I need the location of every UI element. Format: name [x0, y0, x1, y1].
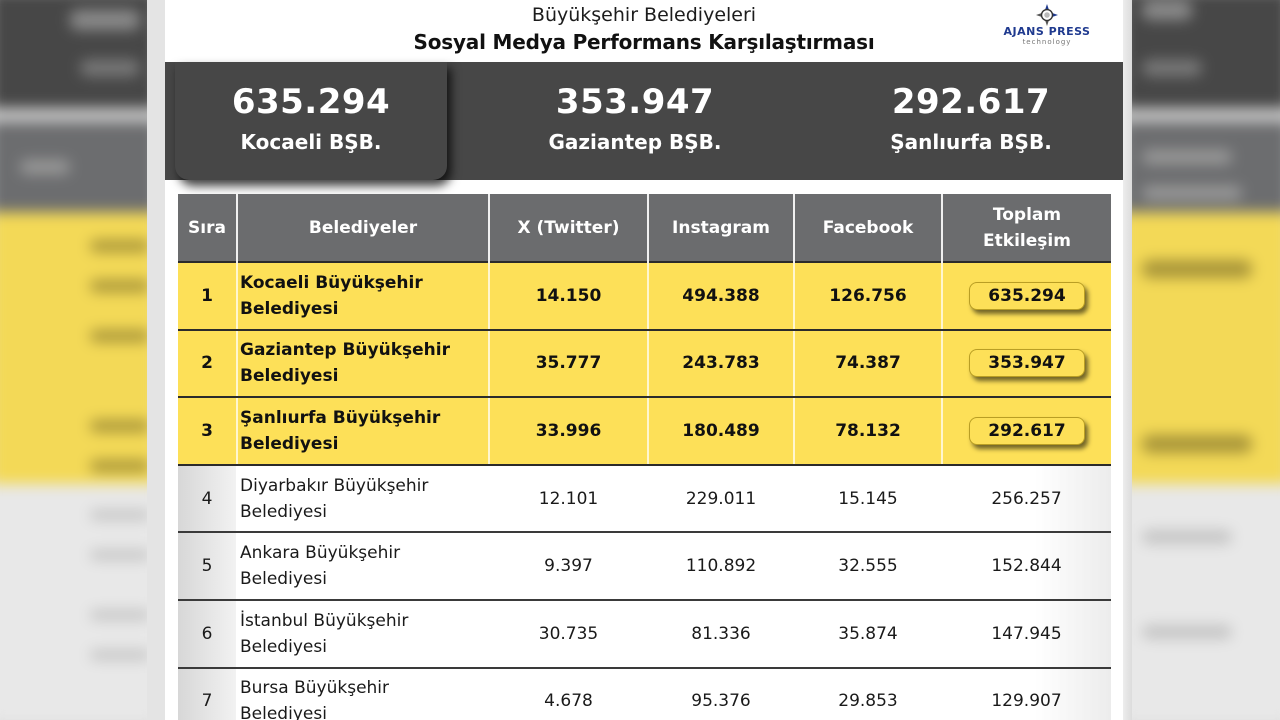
- total-cell: 147.945: [942, 599, 1111, 669]
- highlight-value: 635.294: [231, 82, 391, 122]
- instagram-cell: 95.376: [648, 667, 794, 720]
- column-header-x-twitter: X (Twitter): [489, 194, 649, 262]
- municipality-name-line1: Gaziantep Büyükşehir: [240, 340, 450, 361]
- total-cell: 152.844: [942, 532, 1111, 601]
- x-twitter-cell: 30.735: [489, 599, 648, 669]
- top-three-band: 635.294 Kocaeli BŞB. 353.947 Gaziantep B…: [165, 62, 1123, 180]
- municipality-name-line1: Bursa Büyükşehir: [240, 678, 390, 699]
- x-twitter-cell: 9.397: [489, 532, 648, 601]
- municipality-name-line1: İstanbul Büyükşehir: [240, 610, 409, 631]
- facebook-cell: 15.145: [794, 464, 942, 534]
- municipality-cell: İstanbul Büyükşehir Belediyesi: [237, 599, 489, 669]
- title-line-1: Büyükşehir Belediyeleri: [531, 4, 757, 26]
- infographic-card: Büyükşehir Belediyeleri Sosyal Medya Per…: [165, 0, 1123, 720]
- total-cell: 129.907: [942, 667, 1111, 720]
- highlight-value: 353.947: [555, 82, 715, 122]
- logo-subtitle: technology: [1022, 38, 1072, 46]
- x-twitter-cell: 14.150: [489, 261, 649, 331]
- rank-cell: 6: [178, 599, 238, 669]
- municipality-name-line1: Şanlıurfa Büyükşehir: [240, 407, 441, 428]
- municipality-cell: Bursa Büyükşehir Belediyesi: [237, 667, 489, 720]
- municipality-name-line2: Belediyesi: [240, 501, 327, 522]
- municipality-cell: Şanlıurfa Büyükşehir Belediyesi: [237, 397, 490, 466]
- rank-cell: 7: [178, 667, 238, 720]
- right-margin: [1123, 0, 1132, 720]
- instagram-cell: 81.336: [648, 599, 794, 669]
- column-header-facebook: Facebook: [794, 194, 943, 262]
- logo-name: AJANS PRESS: [1003, 25, 1091, 38]
- municipality-cell: Kocaeli Büyükşehir Belediyesi: [237, 261, 490, 331]
- highlight-value: 292.617: [891, 82, 1051, 122]
- column-header-total: Toplam Etkileşim: [942, 194, 1111, 262]
- left-margin: [147, 0, 165, 720]
- table-row: 5 Ankara Büyükşehir Belediyesi 9.397 110.…: [178, 532, 1111, 601]
- instagram-cell: 243.783: [648, 329, 795, 399]
- column-header-municipality: Belediyeler: [237, 194, 490, 262]
- rank-cell: 2: [178, 329, 238, 399]
- table-row: 4 Diyarbakır Büyükşehir Belediyesi 12.101…: [178, 464, 1111, 534]
- highlight-label: Gaziantep BŞB.: [548, 130, 722, 154]
- instagram-cell: 180.489: [648, 397, 795, 466]
- x-twitter-cell: 4.678: [489, 667, 648, 720]
- instagram-cell: 229.011: [648, 464, 794, 534]
- compass-icon: [1036, 4, 1058, 26]
- municipality-name-line2: Belediyesi: [240, 569, 327, 590]
- municipality-cell: Gaziantep Büyükşehir Belediyesi: [237, 329, 490, 399]
- title-area: Büyükşehir Belediyeleri Sosyal Medya Per…: [165, 0, 1123, 62]
- table-row: 6 İstanbul Büyükşehir Belediyesi 30.735 8…: [178, 599, 1111, 669]
- highlight-card-2: 353.947 Gaziantep BŞB.: [535, 62, 735, 180]
- facebook-cell: 35.874: [794, 599, 942, 669]
- facebook-cell: 74.387: [794, 329, 943, 399]
- total-badge: 292.617: [969, 416, 1085, 445]
- rank-cell: 4: [178, 464, 238, 534]
- total-cell: 635.294: [942, 261, 1111, 331]
- total-cell: 353.947: [942, 329, 1111, 399]
- highlight-card-1: 635.294 Kocaeli BŞB.: [175, 62, 447, 180]
- municipality-name-line2: Belediyesi: [240, 433, 339, 454]
- municipality-cell: Ankara Büyükşehir Belediyesi: [237, 532, 489, 601]
- ranking-table-wrapper: Sıra Belediyeler X (Twitter) Instagram F…: [178, 194, 1111, 720]
- blurred-background-right: [1132, 0, 1280, 720]
- table-header-row: Sıra Belediyeler X (Twitter) Instagram F…: [178, 194, 1111, 262]
- ranking-table: Sıra Belediyeler X (Twitter) Instagram F…: [178, 194, 1111, 720]
- table-row: 2 Gaziantep Büyükşehir Belediyesi 35.777 …: [178, 329, 1111, 399]
- highlight-card-3: 292.617 Şanlıurfa BŞB.: [871, 62, 1071, 180]
- municipality-name-line2: Belediyesi: [240, 366, 339, 387]
- municipality-name-line1: Ankara Büyükşehir: [240, 543, 401, 564]
- municipality-name-line1: Kocaeli Büyükşehir: [240, 272, 423, 293]
- municipality-name-line2: Belediyesi: [240, 298, 339, 319]
- facebook-cell: 126.756: [794, 261, 943, 331]
- table-row: 3 Şanlıurfa Büyükşehir Belediyesi 33.996 …: [178, 397, 1111, 466]
- total-cell: 292.617: [942, 397, 1111, 466]
- column-header-total-line1: Toplam: [992, 204, 1062, 225]
- total-badge: 635.294: [969, 281, 1085, 310]
- facebook-cell: 32.555: [794, 532, 942, 601]
- total-cell: 256.257: [942, 464, 1111, 534]
- x-twitter-cell: 35.777: [489, 329, 649, 399]
- rank-cell: 1: [178, 261, 238, 331]
- x-twitter-cell: 33.996: [489, 397, 649, 466]
- municipality-name-line2: Belediyesi: [240, 704, 327, 720]
- instagram-cell: 110.892: [648, 532, 794, 601]
- municipality-name-line1: Diyarbakır Büyükşehir: [240, 475, 429, 496]
- column-header-instagram: Instagram: [648, 194, 795, 262]
- column-header-rank: Sıra: [178, 194, 238, 262]
- rank-cell: 3: [178, 397, 238, 466]
- highlight-label: Kocaeli BŞB.: [240, 130, 382, 154]
- ajans-press-logo: AJANS PRESS technology: [988, 4, 1106, 50]
- rank-cell: 5: [178, 532, 238, 601]
- title-line-2: Sosyal Medya Performans Karşılaştırması: [413, 30, 875, 54]
- instagram-cell: 494.388: [648, 261, 795, 331]
- table-row: 1 Kocaeli Büyükşehir Belediyesi 14.150 49…: [178, 261, 1111, 331]
- facebook-cell: 78.132: [794, 397, 943, 466]
- municipality-name-line2: Belediyesi: [240, 636, 327, 657]
- municipality-cell: Diyarbakır Büyükşehir Belediyesi: [237, 464, 489, 534]
- table-row: 7 Bursa Büyükşehir Belediyesi 4.678 95.37…: [178, 667, 1111, 720]
- x-twitter-cell: 12.101: [489, 464, 648, 534]
- total-badge: 353.947: [969, 349, 1085, 378]
- facebook-cell: 29.853: [794, 667, 942, 720]
- blurred-background-left: [0, 0, 147, 720]
- highlight-label: Şanlıurfa BŞB.: [890, 130, 1052, 154]
- column-header-total-line2: Etkileşim: [983, 230, 1071, 251]
